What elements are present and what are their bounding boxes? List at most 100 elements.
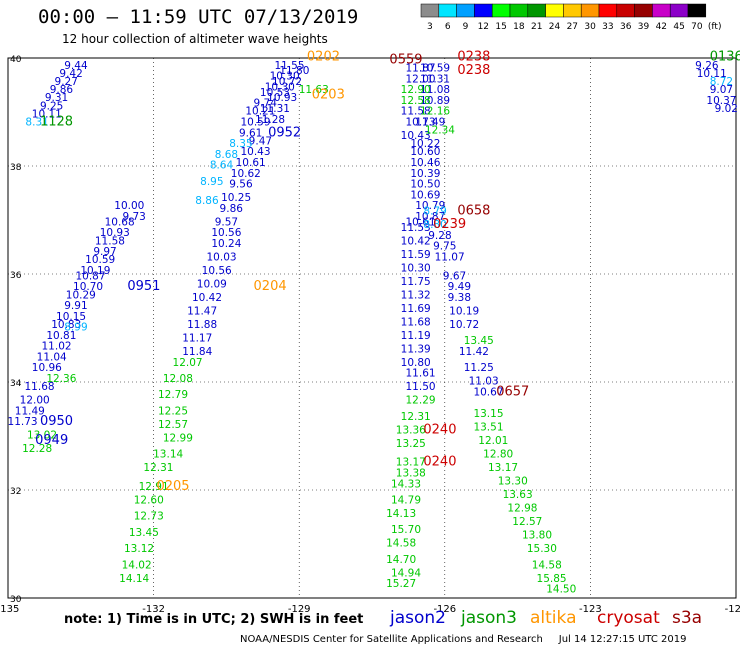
data-point-jason2: 10.21: [245, 106, 275, 118]
data-point-jason3: 12.91: [139, 481, 169, 493]
color-scale-label: 33: [602, 22, 613, 32]
data-point-jason2: 11.68: [401, 316, 431, 328]
data-point-jason2: 11.49: [15, 405, 45, 417]
data-point-jason2: 10.50: [410, 179, 440, 191]
data-point-jason2: 9.38: [448, 292, 471, 304]
pass-time-label: 0203: [312, 88, 345, 103]
data-point-jason2: 11.31: [420, 73, 450, 85]
color-scale-swatch: [438, 3, 457, 18]
data-point-jason2: 11.61: [406, 368, 436, 380]
data-point-jason2: 9.07: [710, 84, 733, 96]
data-point-jason2: 10.93: [100, 227, 130, 239]
data-point-jason3: 12.25: [158, 405, 188, 417]
data-point-jason3: 12.29: [406, 395, 436, 407]
data-point-jason3: 12.98: [507, 503, 537, 515]
data-point-jason2: 10.62: [231, 168, 261, 180]
data-point-jason3: 13.02: [27, 430, 57, 442]
chart-subtitle: 12 hour collection of altimeter wave hei…: [62, 32, 328, 46]
data-point-jason2: 10.67: [473, 387, 503, 399]
data-point-jason2: 9.27: [55, 76, 78, 88]
data-point-jason2: 9.97: [93, 246, 116, 258]
data-point-jason2: 11.59: [401, 249, 431, 261]
footnote: note: 1) Time is in UTC; 2) SWH is in fe…: [64, 612, 364, 627]
data-point-jason2: 11.04: [37, 351, 67, 363]
data-point-jason2: 10.30: [265, 81, 295, 93]
data-point-jason2: 10.89: [420, 95, 450, 107]
data-point-jason3: 13.30: [498, 476, 528, 488]
data-point-jason3: 13.12: [124, 543, 154, 555]
data-point-jason2: 11.68: [25, 381, 55, 393]
data-point-jason2: 11.07: [435, 252, 465, 264]
data-point-jason2: 11.80: [279, 65, 309, 77]
color-scale-label: 36: [620, 22, 632, 32]
data-point-jason2: 11.55: [274, 60, 304, 72]
color-scale-swatch: [527, 3, 546, 18]
data-point-jason3: 13.45: [129, 527, 159, 539]
data-point-jason3: 14.14: [119, 573, 149, 585]
data-point-jason2: 10.00: [114, 200, 144, 212]
data-point-jason2: 10.68: [105, 216, 135, 228]
data-point-jason2: 10.29: [66, 289, 96, 301]
data-point-jason2: 10.30: [401, 262, 431, 274]
data-point-jason3: 14.94: [391, 567, 421, 579]
data-point-jason2: 9.91: [64, 300, 87, 312]
data-point-altika: 8.79: [423, 206, 446, 218]
data-point-jason2: 9.25: [40, 100, 63, 112]
data-point-jason3: 15.85: [537, 573, 567, 585]
data-point-jason2: 10.43: [240, 146, 270, 158]
data-point-jason2: 10.53: [260, 87, 290, 99]
color-scale-swatch: [634, 3, 653, 18]
color-scale-label: 3: [427, 22, 433, 32]
data-point-jason2: 9.75: [433, 241, 456, 253]
legend-s3a: s3a: [672, 608, 703, 628]
data-point-jason3: 12.08: [163, 373, 193, 385]
data-point-jason3: 12.34: [425, 125, 455, 137]
data-point-jason2: 10.11: [32, 108, 62, 120]
data-point-altika: 8.80: [423, 219, 446, 231]
data-point-jason2: 10.30: [270, 71, 300, 83]
data-point-jason2: 10.59: [240, 117, 270, 129]
data-point-jason3: 13.36: [396, 424, 426, 436]
data-point-jason3: 13.45: [464, 335, 494, 347]
pass-time-label: 0559: [389, 52, 422, 67]
data-point-jason2: 11.08: [420, 84, 450, 96]
color-scale-label: 9: [463, 22, 469, 32]
color-scale-label: 12: [478, 22, 489, 32]
color-scale-swatch: [563, 3, 582, 18]
data-point-jason2: 10.87: [415, 211, 445, 223]
data-point-jason2: 11.02: [42, 341, 72, 353]
data-point-jason2: 11.49: [415, 117, 445, 129]
color-scale-label: 24: [549, 22, 561, 32]
data-point-jason2: 9.86: [220, 203, 244, 215]
legend-jason3: jason3: [461, 608, 517, 628]
data-point-jason2: 9.49: [448, 281, 471, 293]
pass-time-label: 0204: [254, 279, 287, 294]
pass-time-label: 0658: [457, 204, 490, 219]
data-point-altika: 8.99: [64, 322, 87, 334]
data-point-altika: 8.68: [215, 149, 238, 161]
pass-time-label: 0238: [457, 63, 490, 78]
data-point-jason3: 13.25: [396, 438, 426, 450]
data-point-jason3: 14.79: [391, 495, 421, 507]
legend-cryosat: cryosat: [597, 608, 660, 628]
data-point-jason3: 12.57: [512, 516, 542, 528]
data-point-jason2: 9.42: [59, 68, 82, 80]
data-point-jason2: 11.42: [459, 346, 489, 358]
data-point-jason3: 12.16: [420, 106, 450, 118]
color-scale-swatch: [474, 3, 493, 18]
data-point-jason2: 10.09: [197, 279, 227, 291]
data-point-jason2: 10.25: [221, 192, 251, 204]
data-point-jason3: 12.31: [401, 411, 431, 423]
color-scale-swatch: [580, 3, 600, 18]
data-point-jason2: 10.43: [401, 130, 431, 142]
data-point-jason2: 11.84: [182, 346, 212, 358]
data-point-jason2: 10.39: [410, 168, 440, 180]
color-scale-swatch: [687, 3, 707, 18]
color-scale-swatch: [669, 3, 689, 18]
color-scale-swatch: [598, 3, 618, 18]
data-point-jason2: 11.58: [401, 106, 431, 118]
data-point-altika: 8.31: [25, 117, 48, 129]
data-point-altika: 8.64: [210, 160, 234, 172]
data-point-jason2: 11.31: [260, 103, 290, 115]
pass-time-label: 0951: [127, 279, 160, 294]
